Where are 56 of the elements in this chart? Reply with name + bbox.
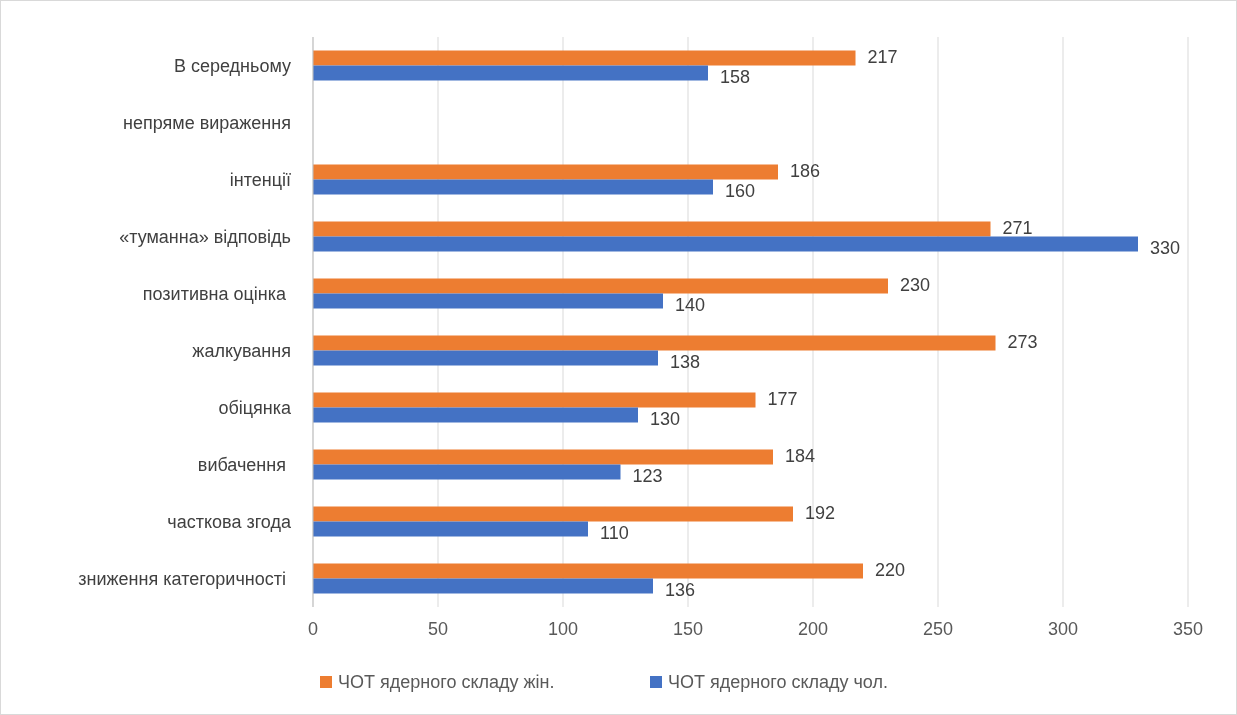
bar — [313, 65, 708, 81]
bar — [313, 278, 888, 294]
bar — [313, 407, 638, 423]
x-tick-label: 200 — [797, 619, 829, 639]
data-label: 123 — [632, 465, 663, 486]
y-tick-label: вибачення — [197, 454, 291, 475]
x-tick-label: 300 — [1047, 619, 1079, 639]
bar — [313, 50, 856, 66]
bar — [313, 350, 658, 366]
data-label: 192 — [805, 502, 836, 523]
bar — [313, 221, 991, 237]
data-label: 136 — [665, 579, 696, 600]
y-tick-label: зниження категоричності — [78, 568, 291, 589]
data-label: 273 — [1007, 331, 1038, 352]
data-label: 217 — [867, 46, 898, 67]
bar — [313, 236, 1138, 252]
x-tick-label: 150 — [672, 619, 704, 639]
bar — [313, 563, 863, 579]
data-label: 271 — [1002, 217, 1033, 238]
bar — [313, 335, 996, 351]
bar — [313, 293, 663, 309]
y-tick-label: жалкування — [192, 340, 291, 361]
y-tick-label: В середньому — [173, 55, 291, 76]
x-tick-label: 100 — [547, 619, 579, 639]
bar — [313, 506, 793, 522]
y-tick-label: непряме вираження — [123, 112, 291, 133]
x-tick-label: 350 — [1172, 619, 1204, 639]
data-label: 330 — [1150, 237, 1181, 258]
bar — [313, 578, 653, 594]
legend-label: ЧОТ ядерного складу чол. — [668, 672, 888, 692]
bar — [313, 464, 621, 480]
y-tick-label: обіцянка — [218, 397, 292, 418]
y-tick-label: інтенції — [229, 169, 291, 190]
bar — [313, 521, 588, 537]
data-label: 158 — [720, 66, 751, 87]
y-tick-label: «туманна» відповідь — [119, 226, 291, 247]
x-tick-label: 0 — [307, 619, 319, 639]
y-tick-label: часткова згода — [167, 511, 292, 532]
data-label: 140 — [675, 294, 706, 315]
data-label: 130 — [650, 408, 681, 429]
data-label: 220 — [875, 559, 906, 580]
data-label: 177 — [767, 388, 798, 409]
x-tick-label: 50 — [427, 619, 449, 639]
data-label: 186 — [790, 160, 821, 181]
data-label: 138 — [670, 351, 701, 372]
bar — [313, 179, 713, 195]
bar — [313, 392, 756, 408]
x-tick-label: 250 — [922, 619, 954, 639]
data-label: 184 — [785, 445, 816, 466]
data-label: 110 — [600, 522, 629, 543]
data-label: 160 — [725, 180, 756, 201]
y-tick-label: позитивна оцінка — [142, 283, 291, 304]
data-label: 230 — [900, 274, 931, 295]
bar — [313, 449, 773, 465]
bar — [313, 164, 778, 180]
legend-label: ЧОТ ядерного складу жін. — [338, 672, 555, 692]
